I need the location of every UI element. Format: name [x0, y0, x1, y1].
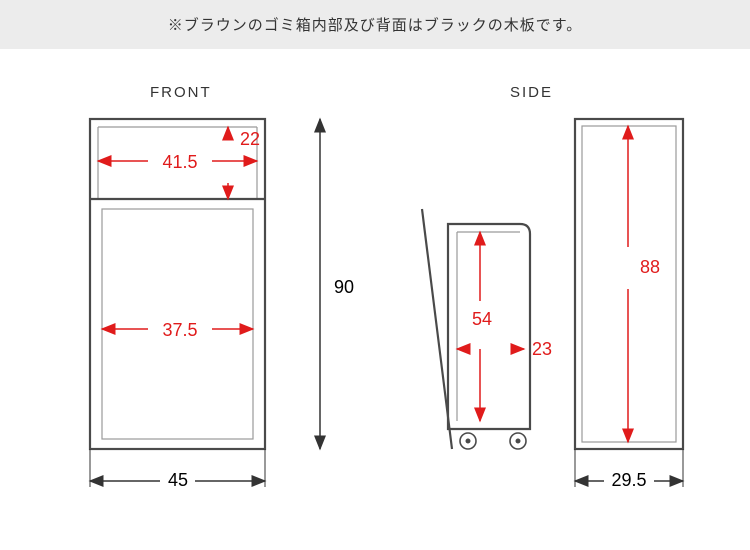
dim-front-base: 45: [168, 470, 188, 490]
diagram-svg: 41.5 22 37.5 90 45: [0, 49, 750, 529]
dim-front-upper-h: 22: [240, 129, 260, 149]
dim-side-outer-h: 88: [640, 257, 660, 277]
diagram-stage: FRONT SIDE: [0, 49, 750, 529]
dim-side-base: 29.5: [611, 470, 646, 490]
side-closed: 88: [575, 119, 683, 449]
front-view: 41.5 22 37.5: [90, 119, 265, 449]
dim-front-inner-w: 37.5: [162, 320, 197, 340]
note-banner: ※ブラウンのゴミ箱内部及び背面はブラックの木板です。: [0, 0, 750, 49]
dim-front-upper-w: 41.5: [162, 152, 197, 172]
side-base-dim: 29.5: [575, 449, 683, 490]
front-base-dim: 45: [90, 449, 265, 490]
note-text: ※ブラウンのゴミ箱内部及び背面はブラックの木板です。: [168, 17, 583, 34]
height-dim: 90: [320, 119, 354, 449]
dim-side-inner-h: 54: [472, 309, 492, 329]
dim-height: 90: [334, 277, 354, 297]
dim-side-inner-w: 23: [532, 339, 552, 359]
side-open: 54 23: [422, 209, 552, 449]
